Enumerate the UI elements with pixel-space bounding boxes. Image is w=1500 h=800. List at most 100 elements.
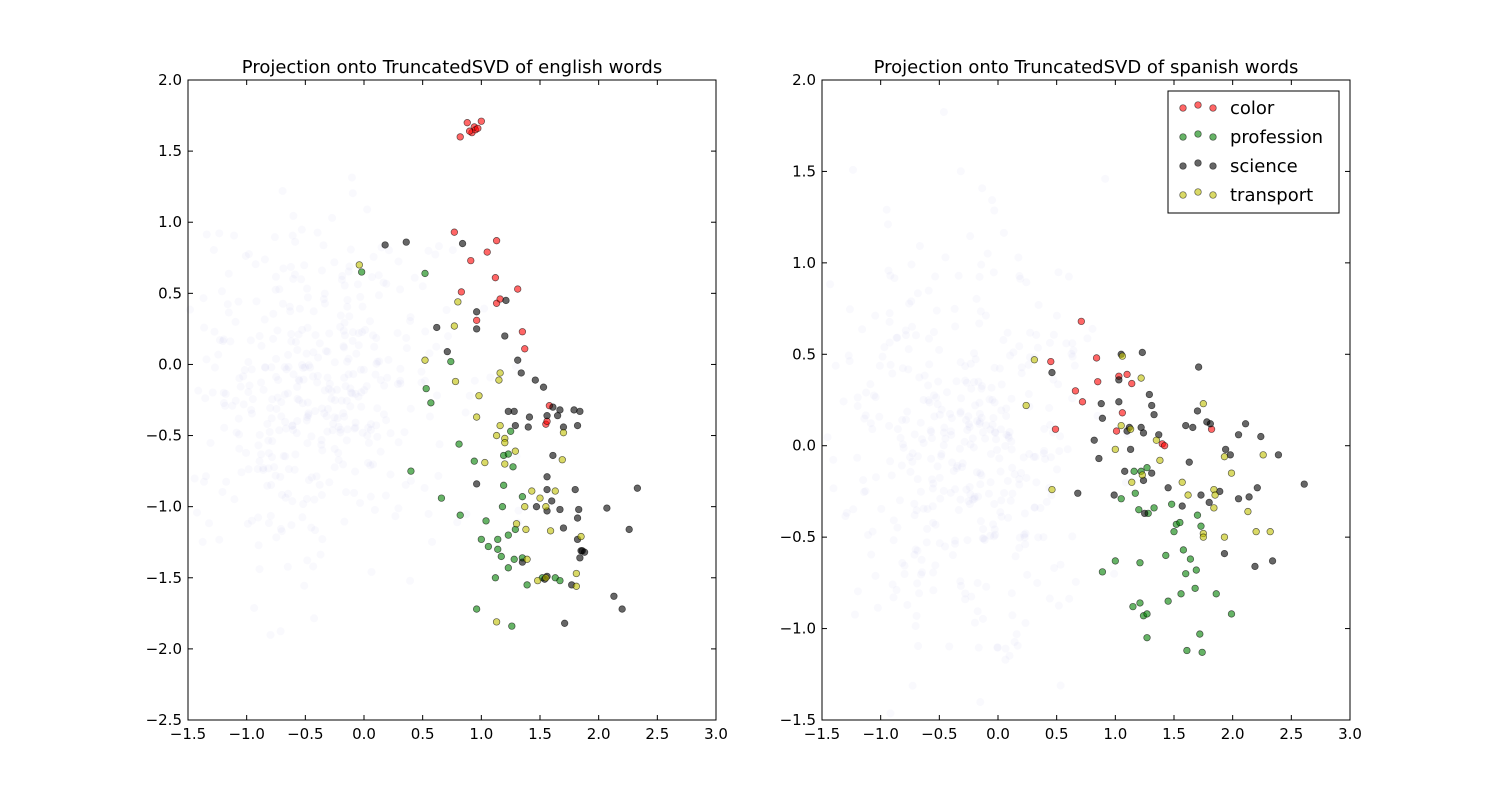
y-tick-label: −0.5 (146, 427, 182, 445)
background-point (290, 465, 299, 474)
point-science (559, 524, 568, 532)
background-point (376, 447, 385, 456)
background-point (304, 476, 313, 485)
background-point (1007, 394, 1016, 403)
background-point (996, 425, 1005, 434)
background-point (901, 331, 910, 340)
point-science (1182, 421, 1190, 430)
background-point (410, 273, 419, 282)
background-point (406, 316, 415, 325)
background-point (1015, 543, 1024, 552)
background-point (330, 396, 339, 405)
background-point (230, 495, 239, 504)
background-point (968, 495, 977, 504)
background-point (993, 643, 1002, 652)
background-point (287, 330, 296, 339)
background-point (956, 495, 965, 504)
background-point (1019, 453, 1028, 462)
background-point (1042, 497, 1051, 506)
point-transport (1244, 507, 1252, 516)
background-point (268, 395, 277, 404)
background-point (915, 589, 924, 598)
background-point (325, 478, 334, 487)
background-point (862, 388, 871, 397)
background-point (976, 517, 985, 526)
background-point (351, 467, 360, 476)
series-profession (1098, 464, 1236, 656)
point-profession (1150, 504, 1158, 512)
background-point (896, 433, 905, 442)
background-point (946, 427, 955, 436)
background-point (313, 371, 322, 380)
background-point (961, 416, 970, 425)
legend-label-color: color (1230, 98, 1275, 119)
background-point (291, 237, 300, 246)
background-point (885, 421, 894, 430)
background-point (364, 438, 373, 447)
background-point (893, 523, 902, 532)
background-point (295, 376, 304, 385)
background-point (912, 611, 921, 620)
background-point (406, 313, 415, 322)
background-point (284, 363, 293, 372)
background-point (391, 512, 400, 521)
background-point (295, 396, 304, 405)
background-point (1006, 351, 1015, 360)
background-point (247, 409, 256, 418)
background-point (904, 345, 913, 354)
point-science (573, 421, 582, 430)
background-point (311, 407, 320, 416)
background-point (356, 292, 365, 301)
background-point (330, 444, 339, 453)
background-point (986, 478, 995, 487)
background-point (971, 355, 980, 364)
background-point (975, 419, 984, 428)
point-science (433, 323, 441, 332)
background-point (976, 307, 985, 316)
background-point (893, 333, 902, 342)
background-point (1022, 473, 1031, 482)
background-point (961, 362, 970, 371)
background-point (1001, 441, 1010, 450)
background-point (244, 465, 253, 474)
background-point (287, 521, 296, 530)
background-point (417, 367, 426, 376)
background-point (968, 434, 977, 443)
point-profession (1170, 528, 1178, 536)
background-point (974, 492, 983, 501)
background-point (996, 467, 1005, 476)
background-point (861, 411, 870, 420)
point-profession (1192, 566, 1200, 574)
background-point (317, 491, 326, 500)
background-point (964, 412, 973, 421)
y-tick-label: 0.5 (158, 284, 182, 302)
background-point (201, 472, 210, 481)
background-point (985, 395, 994, 404)
series-transport (1022, 352, 1274, 541)
legend-marker-science (1194, 159, 1202, 167)
background-point (871, 311, 880, 320)
background-point (895, 496, 904, 505)
background-point (954, 271, 963, 280)
background-point (354, 392, 363, 401)
background-point (345, 262, 354, 271)
background-point (402, 333, 411, 342)
background-point (928, 475, 937, 484)
point-profession (1198, 648, 1206, 656)
background-point (970, 494, 979, 503)
background-point (972, 294, 981, 303)
background-point (267, 453, 276, 462)
point-science (402, 238, 410, 246)
background-point (433, 391, 442, 400)
point-science (1234, 495, 1243, 503)
background-point (340, 318, 349, 327)
background-point (937, 452, 946, 461)
background-point (217, 287, 226, 296)
background-point (293, 382, 302, 391)
background-point (373, 357, 382, 366)
x-tick-label: 1.0 (469, 725, 493, 743)
point-transport (1199, 533, 1207, 541)
point-profession (1182, 570, 1190, 578)
background-point (307, 473, 316, 482)
background-point (356, 498, 365, 507)
